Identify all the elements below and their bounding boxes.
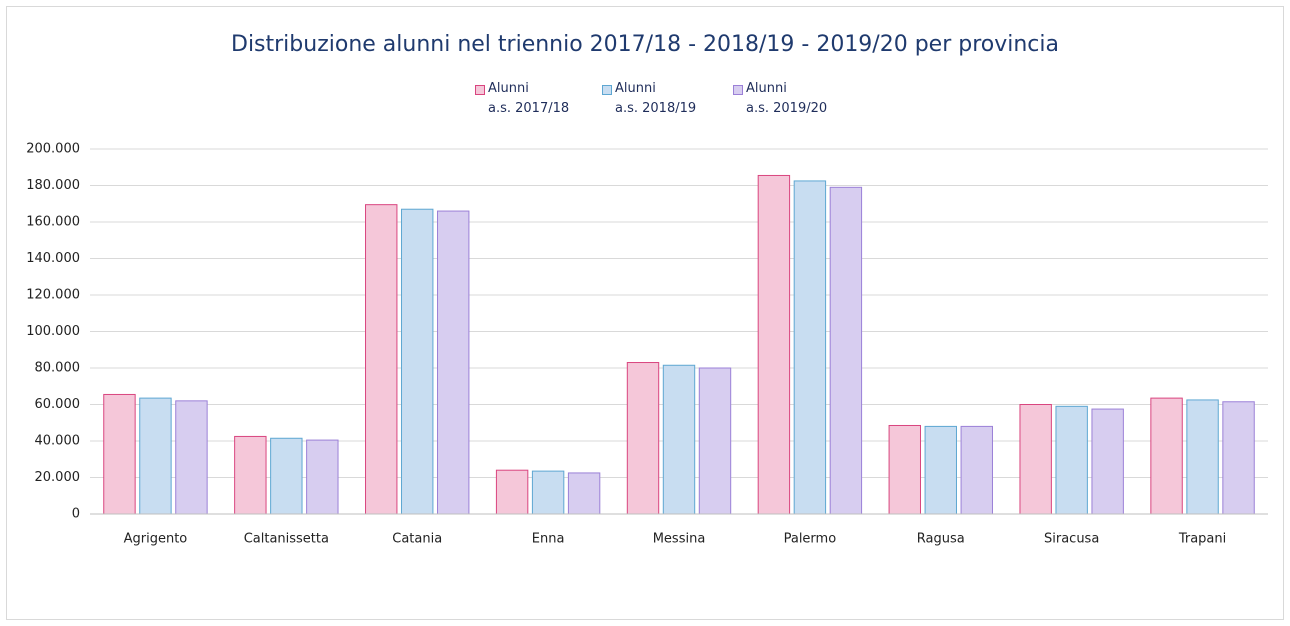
y-tick-label: 200.000 [26, 142, 80, 157]
y-tick-label: 120.000 [26, 288, 80, 303]
bar [103, 393, 136, 515]
bar [698, 367, 732, 515]
bar [1186, 399, 1219, 515]
legend-item: Alunni a.s. 2017/18 [475, 81, 570, 119]
bar [793, 180, 827, 515]
legend-item: Alunni a.s. 2019/20 [733, 81, 828, 119]
legend-swatch [602, 85, 612, 95]
bar [175, 400, 208, 515]
bar [888, 424, 921, 515]
y-tick-label: 100.000 [26, 324, 80, 339]
legend-label: Alunni a.s. 2018/19 [615, 81, 697, 116]
bar [139, 397, 172, 515]
y-tick-label: 20.000 [35, 470, 81, 485]
bar [626, 362, 660, 515]
y-tick-label: 40.000 [35, 434, 81, 449]
y-tick-label: 60.000 [35, 397, 81, 412]
bar [662, 364, 696, 515]
legend-swatch [733, 85, 743, 95]
x-tick-label: Ragusa [917, 532, 965, 547]
x-tick-label: Agrigento [124, 532, 188, 547]
legend-label: Alunni a.s. 2019/20 [746, 81, 828, 116]
y-tick-label: 80.000 [35, 361, 81, 376]
bar [531, 470, 565, 515]
x-tick-label: Siracusa [1044, 532, 1099, 547]
x-tick-label: Catania [392, 532, 442, 547]
bar [437, 210, 470, 515]
bar [960, 425, 993, 515]
bar [365, 204, 398, 515]
x-tick-label: Palermo [784, 532, 837, 547]
bar [1222, 401, 1255, 515]
bar [234, 435, 267, 515]
bar [306, 439, 339, 515]
x-tick-label: Trapani [1178, 532, 1226, 547]
x-tick-label: Caltanissetta [244, 532, 329, 547]
legend-swatch [475, 85, 485, 95]
y-tick-label: 0 [72, 507, 80, 522]
x-tick-label: Messina [653, 532, 706, 547]
bar [567, 472, 601, 515]
bar [1055, 405, 1088, 515]
bar [270, 437, 303, 515]
bar [924, 425, 957, 515]
y-tick-label: 180.000 [26, 178, 80, 193]
legend-label: Alunni a.s. 2017/18 [488, 81, 570, 116]
chart-title: Distribuzione alunni nel triennio 2017/1… [231, 32, 1059, 57]
bar [401, 208, 434, 515]
bar [1150, 397, 1183, 515]
bar [495, 469, 529, 515]
chart-frame [6, 6, 1284, 620]
bar [1091, 408, 1124, 515]
bar [829, 186, 863, 515]
legend: Alunni a.s. 2017/18 Alunni a.s. 2018/19 Al… [0, 81, 1290, 126]
bar [1019, 404, 1052, 515]
y-tick-label: 160.000 [26, 215, 80, 230]
x-tick-label: Enna [532, 532, 565, 547]
y-tick-label: 140.000 [26, 251, 80, 266]
bar [757, 174, 791, 515]
legend-item: Alunni a.s. 2018/19 [602, 81, 697, 119]
